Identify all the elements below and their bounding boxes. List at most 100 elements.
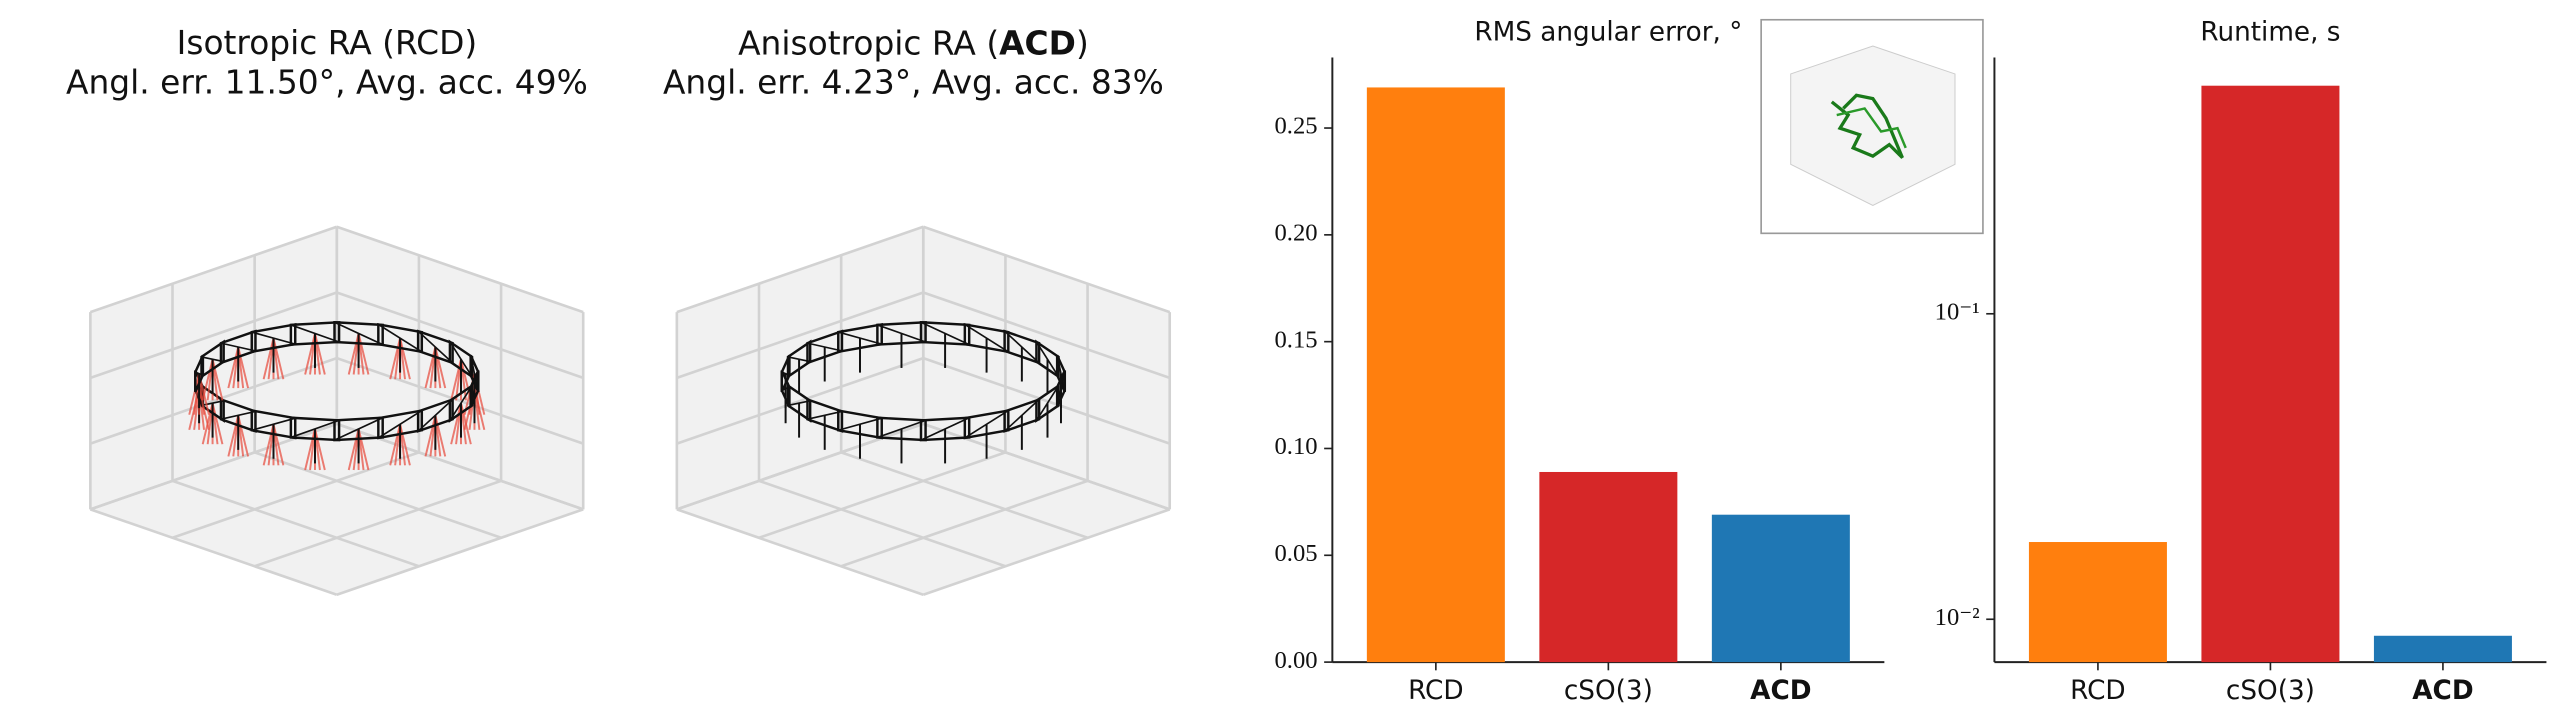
camera-diag [920,416,970,441]
camera-noise [237,415,250,457]
camera-diag [1004,398,1040,432]
panel-subtitle: Angl. err. 11.50°, Avg. acc. 49% [66,63,588,101]
pane-grid [172,451,420,540]
pane-grid [676,291,924,380]
camera-noise [460,402,472,445]
camera-diag [290,419,340,439]
title-part: ACD [999,24,1076,62]
pane-grid [922,508,1171,596]
x-tick-label: ACD [2412,676,2473,706]
camera-diag [417,330,454,364]
camera-diag [964,409,1009,439]
camera-diag [838,331,882,345]
camera-diag [334,416,384,441]
camera-noise [314,428,326,471]
camera-diag [877,419,926,439]
camera-noise [272,337,285,380]
camera-diag [877,324,926,343]
title-part: Anisotropic RA ( [738,24,999,62]
pane-grid [922,291,1171,380]
camera-diag [201,399,224,407]
panel-subtitle: Angl. err. 4.23°, Avg. acc. 83% [663,63,1164,101]
title-part: ) [1076,24,1089,62]
camera-diag [469,355,480,392]
pane-grid [336,291,584,380]
inset [1760,18,1984,235]
pane-grid [676,508,924,596]
camera-diag [290,324,340,343]
bar [1711,514,1850,663]
camera-noise [399,337,411,380]
camera-noise [434,346,447,389]
camera-diag [449,385,473,421]
camera-noise [272,424,285,466]
camera-diag [807,410,843,421]
camera-diag [334,321,384,346]
chart-title: RMS angular error, ° [1474,17,1742,47]
camera-noise [314,333,326,375]
pane-grid [89,356,338,445]
camera-diag [417,398,454,432]
camera-noise [434,415,447,457]
pane-grid [922,225,1171,314]
camera-diag [838,417,882,432]
camera-diag [377,323,423,353]
pane-grid [676,225,924,314]
camera-noise [357,428,370,471]
pane-grid [89,225,338,314]
bar [1539,471,1678,663]
pane-grid [336,225,584,314]
x-tick-label: cSO(3) [1564,676,1653,706]
panel-title: Isotropic RA (RCD) [177,24,478,62]
pane-grid [89,291,338,380]
camera-diag [1004,330,1040,364]
bar [1366,87,1505,663]
camera-diag [964,323,1009,353]
camera-noise [357,333,370,375]
camera-diag [377,409,423,439]
camera-diag [220,410,256,421]
camera-diag [251,331,296,345]
pane-grid [758,451,1006,540]
y-tick-label: 0.25 [1274,113,1317,140]
x-tick-label: RCD [2070,676,2126,706]
camera-noise [237,346,250,389]
y-tick-label: 0.10 [1274,433,1317,460]
pane-grid [89,508,338,596]
pane-grid [172,479,420,568]
camera-diag [1056,355,1066,392]
x-tick-label: RCD [1408,676,1464,706]
chart-title: Runtime, s [2200,17,2340,47]
camera-diag [449,341,473,378]
pane-grid [840,479,1089,568]
y-tick-label: 0.15 [1274,326,1317,353]
camera-diag [220,342,256,352]
pane-grid [254,451,502,540]
camera-diag [807,342,843,352]
bar [2373,635,2512,663]
y-tick-label: 10⁻² [1935,604,1980,631]
camera-diag [787,399,811,407]
camera-noise [211,402,224,445]
x-tick-label: cSO(3) [2226,676,2315,706]
bar [2028,542,2167,663]
y-tick-label: 0.00 [1274,647,1317,674]
pane-grid [254,479,502,568]
camera-diag [1035,341,1060,378]
pane-grid [676,356,924,445]
camera-diag [920,321,970,346]
3d-panels [89,225,1172,596]
pane-grid [336,356,584,445]
pane-grid [922,356,1171,445]
pane-grid [758,479,1006,568]
camera-noise [399,424,411,466]
camera-diag [251,417,296,432]
y-tick-label: 0.05 [1274,540,1317,567]
y-tick-label: 0.20 [1274,220,1317,247]
pane-grid [336,508,584,596]
panel-title: Anisotropic RA (ACD) [738,24,1089,62]
y-tick-label: 10⁻¹ [1935,298,1980,325]
camera-noise [211,359,224,401]
